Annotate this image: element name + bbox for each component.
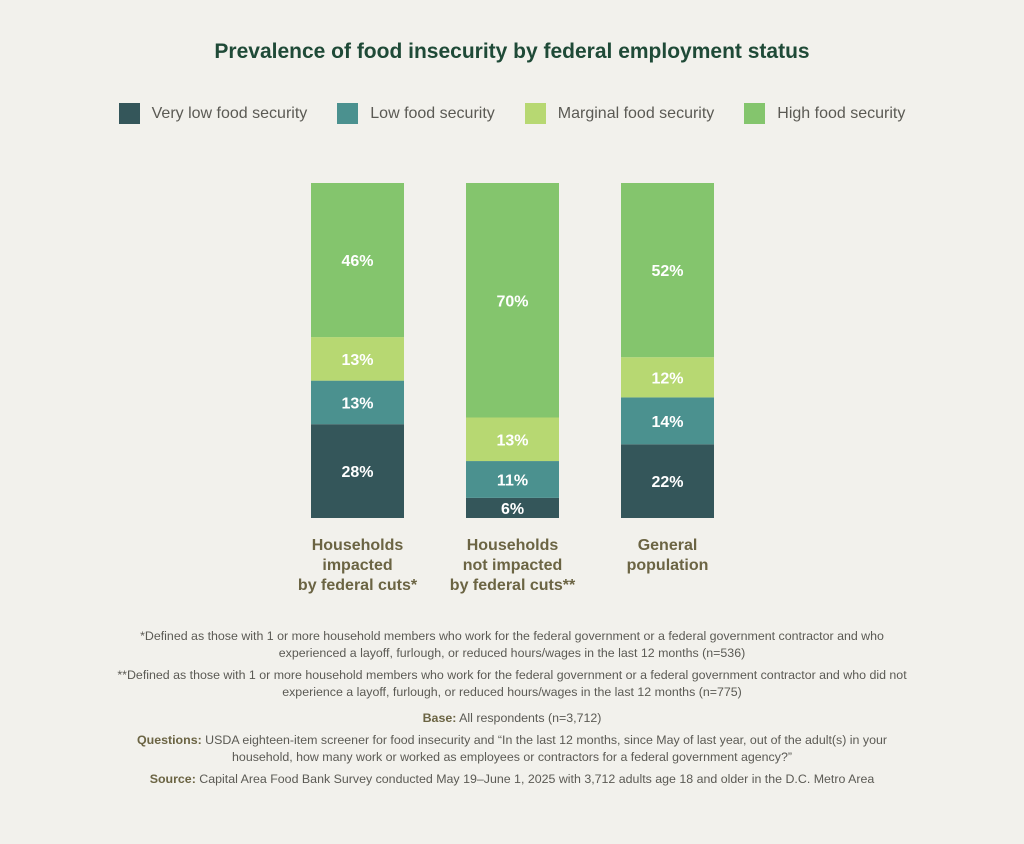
data-label: 14% [651, 414, 683, 431]
legend-label: High food security [777, 104, 906, 122]
legend-swatch [118, 103, 140, 124]
category-label-line: population [627, 557, 709, 574]
bar-segment [621, 183, 714, 358]
bar-segment [466, 417, 559, 462]
category-label-line: General [638, 537, 698, 554]
data-label: 70% [496, 293, 528, 310]
legend-label: Very low food security [151, 104, 308, 122]
bar-segment [621, 444, 714, 518]
data-label: 46% [341, 253, 373, 270]
bar-segment [311, 337, 404, 381]
category-label: Households not impacted by federal cuts** [450, 537, 576, 594]
data-label: 28% [341, 464, 373, 481]
footnote-not-impacted: **Defined as those with 1 or more househ… [117, 668, 907, 699]
data-label: 6% [501, 501, 524, 518]
category-label-line: by federal cuts** [450, 577, 576, 594]
legend-item: Very low food security [118, 103, 308, 124]
data-label: 52% [651, 263, 683, 280]
base-label: Base: [422, 711, 457, 725]
category-label: General population [627, 537, 709, 574]
category-label-line: Households [467, 537, 559, 554]
category-label-line: by federal cuts* [298, 577, 418, 594]
data-label: 13% [496, 432, 528, 449]
legend-swatch [524, 103, 546, 124]
category-label: Households impacted by federal cuts* [298, 537, 418, 594]
data-label: 22% [651, 474, 683, 491]
legend-item: Marginal food security [524, 103, 715, 124]
legend-label: Low food security [370, 104, 495, 122]
legend-swatch [337, 103, 359, 124]
base-text: All respondents (n=3,712) [459, 711, 602, 725]
category-label-line: not impacted [463, 557, 563, 574]
bar-segment [621, 397, 714, 445]
source-note: Source: Capital Area Food Bank Survey co… [112, 771, 912, 788]
data-label: 13% [341, 395, 373, 412]
data-label: 12% [651, 370, 683, 387]
bar-segment [466, 183, 559, 418]
questions-text: USDA eighteen-item screener for food ins… [205, 733, 887, 764]
chart-title: Prevalence of food insecurity by federal… [214, 40, 810, 63]
legend-swatch [744, 103, 766, 124]
data-label: 11% [497, 472, 528, 489]
questions-note: Questions: USDA eighteen-item screener f… [112, 732, 912, 766]
category-label-line: impacted [322, 557, 392, 574]
source-label: Source: [149, 772, 196, 786]
bar-segment [621, 357, 714, 398]
base-note: Base: All respondents (n=3,712) [112, 710, 912, 727]
footnotes: *Defined as those with 1 or more househo… [112, 628, 912, 793]
questions-label: Questions: [137, 733, 202, 747]
source-text: Capital Area Food Bank Survey conducted … [199, 772, 875, 786]
category-label-line: Households [312, 537, 404, 554]
bar-segment [311, 380, 404, 425]
legend-item: High food security [744, 103, 905, 124]
legend-label: Marginal food security [557, 104, 715, 122]
legend-item: Low food security [337, 103, 495, 124]
data-label: 13% [341, 352, 373, 369]
bar-segment [466, 461, 559, 498]
bar-segment [311, 183, 404, 338]
legend: Very low food security Low food security M… [0, 103, 1024, 124]
footnote-impacted: *Defined as those with 1 or more househo… [140, 629, 884, 660]
bar-segment [311, 424, 404, 518]
bar-segment [466, 497, 559, 518]
